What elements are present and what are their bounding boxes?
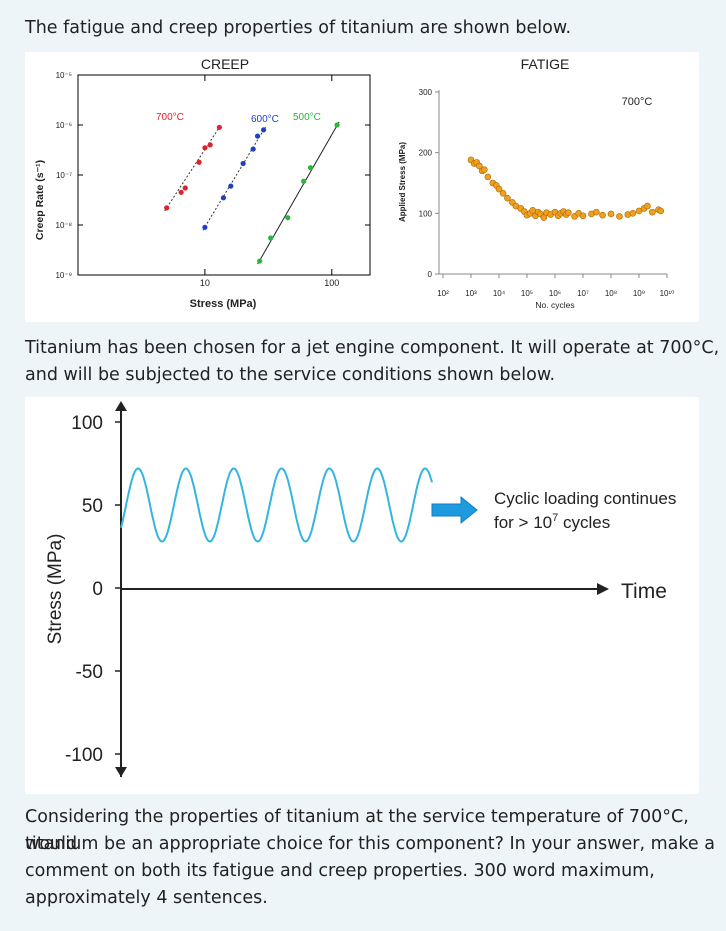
service-annotation-line2: for > 107 cycles bbox=[494, 512, 610, 532]
fatigue-xtick-label: 10⁶ bbox=[549, 289, 561, 298]
fatigue-point bbox=[504, 194, 511, 202]
fatigue-xtick-label: 10² bbox=[437, 289, 449, 298]
fatigue-ytick-label: 100 bbox=[419, 209, 433, 218]
mid-text-line1: Titanium has been chosen for a jet engin… bbox=[25, 338, 720, 358]
fatigue-point bbox=[657, 207, 665, 215]
creep-ytick-label: 10⁻⁷ bbox=[56, 171, 72, 180]
creep-point bbox=[178, 189, 184, 195]
service-ytick-label: 100 bbox=[71, 413, 103, 434]
creep-ylabel: Creep Rate (s⁻¹) bbox=[34, 160, 46, 240]
creep-xtick-label: 100 bbox=[324, 278, 339, 288]
creep-point bbox=[260, 127, 267, 133]
intro-text: The fatigue and creep properties of tita… bbox=[25, 18, 572, 38]
service-x-axis-arrow bbox=[597, 583, 609, 595]
fatigue-xtick-label: 10⁷ bbox=[577, 289, 589, 298]
fatigue-xtick-label: 10¹⁰ bbox=[660, 289, 675, 298]
fatigue-point bbox=[616, 213, 623, 220]
creep-point bbox=[196, 159, 202, 165]
service-annotation-line1: Cyclic loading continues bbox=[494, 489, 676, 508]
service-chart: 100 50 0 -50 -100 Cyclic loading continues f… bbox=[45, 401, 676, 777]
creep-point bbox=[207, 142, 213, 148]
creep-point bbox=[334, 122, 340, 128]
fatigue-point bbox=[599, 211, 606, 219]
creep-fit-line bbox=[257, 121, 340, 265]
question-line2: titanium be an appropriate choice for th… bbox=[25, 834, 715, 854]
service-ytick-label: 50 bbox=[82, 496, 103, 517]
creep-point bbox=[250, 146, 256, 152]
fatigue-xtick-label: 10⁸ bbox=[605, 289, 617, 298]
service-ytick-label: -100 bbox=[65, 745, 103, 766]
fatigue-point bbox=[644, 202, 651, 210]
properties-panel: CREEP 10⁻⁵ 10⁻⁶ 10⁻⁷ 10⁻⁸ 10⁻⁹ 10 100 700°C 60… bbox=[25, 52, 699, 322]
creep-fit-line bbox=[164, 124, 222, 212]
service-y-axis-top-arrow bbox=[115, 401, 127, 411]
fatigue-point bbox=[579, 212, 587, 220]
fatigue-point bbox=[484, 173, 492, 181]
creep-xtick-label: 10 bbox=[200, 278, 210, 288]
creep-point bbox=[268, 235, 274, 241]
creep-ytick-label: 10⁻⁸ bbox=[56, 221, 73, 230]
fatigue-annotation: 700°C bbox=[622, 96, 653, 108]
creep-point bbox=[254, 133, 261, 139]
fatigue-point bbox=[649, 208, 656, 216]
fatigue-xtick-label: 10⁵ bbox=[521, 289, 533, 298]
fatigue-point bbox=[607, 210, 615, 218]
creep-chart: CREEP 10⁻⁵ 10⁻⁶ 10⁻⁷ 10⁻⁸ 10⁻⁹ 10 100 700°C 60… bbox=[34, 56, 675, 310]
service-ytick-label: 0 bbox=[92, 579, 103, 600]
question-line3: comment on both its fatigue and creep pr… bbox=[25, 861, 655, 881]
creep-point bbox=[307, 165, 314, 171]
fatigue-point bbox=[529, 207, 537, 214]
creep-plot-frame bbox=[77, 74, 371, 276]
creep-ytick-label: 10⁻⁵ bbox=[56, 71, 72, 80]
continue-arrow-icon bbox=[431, 495, 478, 525]
service-y-axis-bottom-arrow bbox=[115, 767, 127, 777]
creep-point bbox=[301, 178, 307, 184]
fatigue-point bbox=[481, 166, 488, 173]
creep-series-label: 500°C bbox=[293, 112, 321, 123]
fatigue-ytick-label: 200 bbox=[419, 149, 433, 158]
creep-point bbox=[182, 185, 188, 191]
creep-chart-title: CREEP bbox=[201, 56, 249, 72]
creep-fit-line bbox=[202, 126, 267, 231]
question-line1: Considering the properties of titanium a… bbox=[25, 807, 689, 854]
service-ylabel: Stress (MPa) bbox=[45, 534, 66, 645]
fatigue-point bbox=[565, 209, 572, 217]
fatigue-xtick-label: 10⁴ bbox=[493, 289, 506, 298]
fatigue-chart-title: FATIGE bbox=[521, 56, 570, 72]
service-conditions-panel: 100 50 0 -50 -100 Cyclic loading continues f… bbox=[25, 397, 699, 794]
fatigue-xtick-label: 10⁹ bbox=[633, 289, 645, 298]
fatigue-point bbox=[495, 185, 503, 193]
fatigue-xtick-label: 10³ bbox=[465, 289, 477, 298]
fatigue-point bbox=[593, 208, 600, 216]
fatigue-ylabel: Applied Stress (MPa) bbox=[398, 142, 407, 222]
creep-xlabel: Stress (MPa) bbox=[190, 298, 257, 310]
fatigue-point bbox=[499, 190, 507, 197]
creep-point bbox=[202, 224, 208, 230]
creep-series-label: 700°C bbox=[156, 112, 184, 123]
creep-point bbox=[285, 215, 291, 221]
creep-point bbox=[240, 160, 246, 167]
creep-point bbox=[220, 195, 227, 201]
service-xlabel: Time bbox=[621, 580, 667, 603]
creep-ytick-label: 10⁻⁶ bbox=[56, 121, 72, 130]
creep-point bbox=[257, 258, 263, 264]
service-ytick-label: -50 bbox=[76, 662, 103, 683]
service-wave-line bbox=[120, 467, 433, 543]
creep-point bbox=[228, 183, 234, 189]
creep-point bbox=[202, 145, 208, 151]
creep-series-label: 600°C bbox=[251, 114, 279, 125]
creep-ytick-label: 10⁻⁹ bbox=[55, 271, 72, 280]
mid-text-line2: and will be subjected to the service con… bbox=[25, 365, 556, 385]
fatigue-point bbox=[629, 210, 637, 217]
fatigue-ytick-label: 300 bbox=[419, 88, 433, 97]
creep-point bbox=[164, 205, 170, 211]
fatigue-xlabel: No. cycles bbox=[535, 300, 574, 310]
question-line4: approximately 4 sentences. bbox=[25, 888, 268, 908]
fatigue-ytick-label: 0 bbox=[428, 270, 433, 279]
creep-point bbox=[216, 124, 222, 130]
